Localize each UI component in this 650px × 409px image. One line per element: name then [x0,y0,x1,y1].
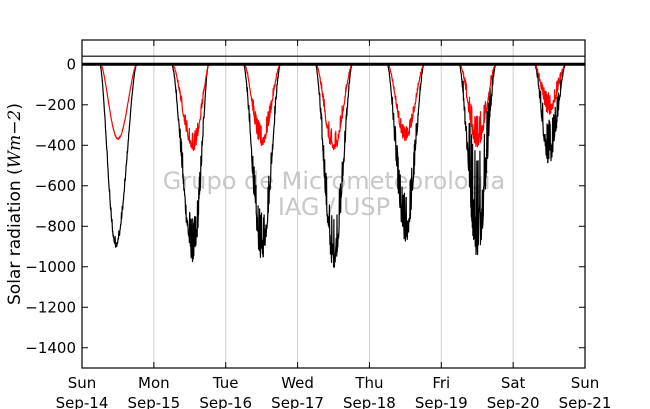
watermark: Grupo de Micrometeorologia IAG / USP [163,167,505,221]
y-tick-label-6: −1200 [25,298,76,316]
grid-layer [153,40,514,368]
y-tick-label-0: 0 [66,55,76,73]
x-tick-label-date-7: Sep-21 [559,394,612,409]
watermark-line-2: IAG / USP [278,193,390,221]
y-tick-label-2: −400 [35,136,76,154]
y-axis-label-suffix: ) [5,103,25,110]
series-line-1 [100,63,566,151]
y-tick-label-1: −200 [35,96,76,114]
x-tick-label-day-7: Sun [571,374,600,392]
y-axis-label-prefix: Solar radiation ( [5,168,25,305]
x-tick-label-day-5: Fri [432,374,450,392]
x-tick-label-date-0: Sep-14 [56,394,109,409]
y-axis-label: Solar radiation (Wm−2) [5,103,25,305]
x-tick-label-date-2: Sep-16 [199,394,252,409]
watermark-line-1: Grupo de Micrometeorologia [163,167,505,195]
y-tick-label-4: −800 [35,217,76,235]
plot-frame [81,39,586,369]
y-axis-label-unit: Wm−2 [5,110,25,169]
x-tick-label-day-2: Tue [212,374,239,392]
x-tick-label-day-4: Thu [354,374,383,392]
x-tick-label-date-6: Sep-20 [487,394,540,409]
series-line-0 [99,63,566,268]
y-tick-label-5: −1000 [25,258,76,276]
x-tick-label-day-0: Sun [68,374,97,392]
x-tick-label-date-5: Sep-19 [415,394,468,409]
y-tick-label-7: −1400 [25,339,76,357]
x-tick-label-day-6: Sat [501,374,526,392]
axes-frame [81,39,586,369]
x-tick-label-date-1: Sep-15 [127,394,180,409]
x-tick-label-day-1: Mon [138,374,170,392]
x-tick-label-date-4: Sep-18 [343,394,396,409]
series-layer [99,63,566,268]
x-tick-label-day-3: Wed [281,374,314,392]
y-tick-label-3: −600 [35,177,76,195]
x-tick-label-date-3: Sep-17 [271,394,324,409]
tick-layer: 0 −200 −400 −600 −800 −1000 −1200 −1400 Sun Sep-1… [25,40,611,409]
